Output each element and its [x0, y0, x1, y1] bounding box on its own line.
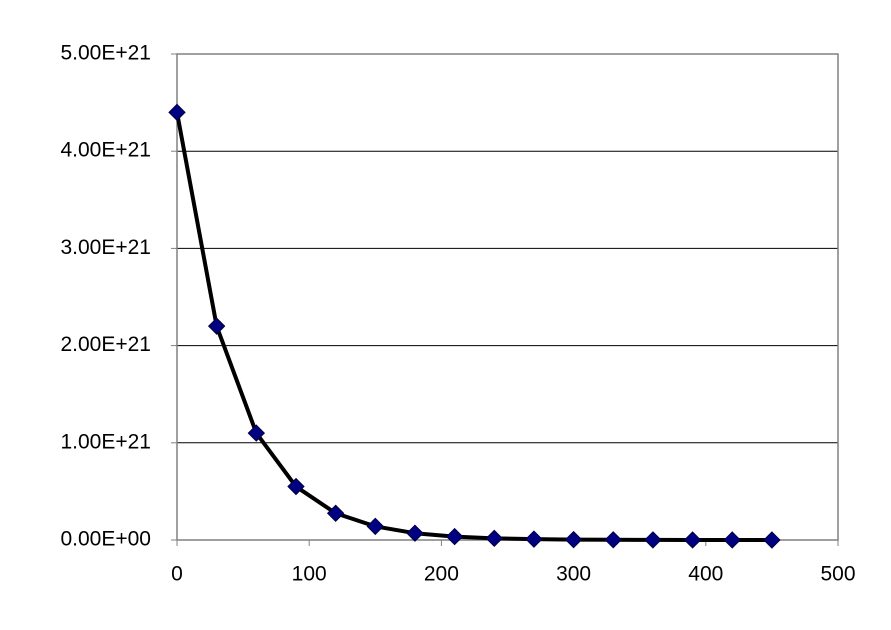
marker	[247, 424, 266, 442]
marker	[326, 504, 345, 522]
x-tick-label: 400	[688, 563, 723, 586]
y-tick-label: 2.00E+21	[60, 333, 151, 356]
marker	[683, 531, 702, 549]
marker	[604, 531, 622, 549]
marker	[406, 524, 424, 542]
y-tick-label: 1.00E+21	[60, 430, 151, 453]
y-tick-label: 0.00E+00	[60, 528, 151, 551]
x-tick-label: 100	[292, 563, 327, 586]
x-tick-label: 300	[556, 563, 591, 586]
plot-frame	[176, 53, 839, 541]
marker	[723, 531, 741, 549]
marker	[168, 103, 186, 122]
marker	[644, 531, 662, 549]
y-tick-label: 3.00E+21	[60, 236, 151, 259]
marker	[525, 530, 543, 548]
trend-line	[175, 111, 772, 542]
marker	[445, 527, 464, 546]
y-tick-label: 5.00E+21	[60, 42, 151, 65]
x-tick-label: 500	[820, 563, 855, 586]
marker	[564, 530, 583, 549]
marker	[207, 317, 226, 335]
marker	[366, 517, 385, 536]
x-tick-label: 0	[171, 563, 183, 586]
y-tick-label: 4.00E+21	[60, 139, 151, 162]
x-tick-label: 200	[424, 563, 459, 586]
marker	[763, 531, 781, 549]
marker	[287, 477, 305, 496]
marker	[485, 529, 503, 548]
